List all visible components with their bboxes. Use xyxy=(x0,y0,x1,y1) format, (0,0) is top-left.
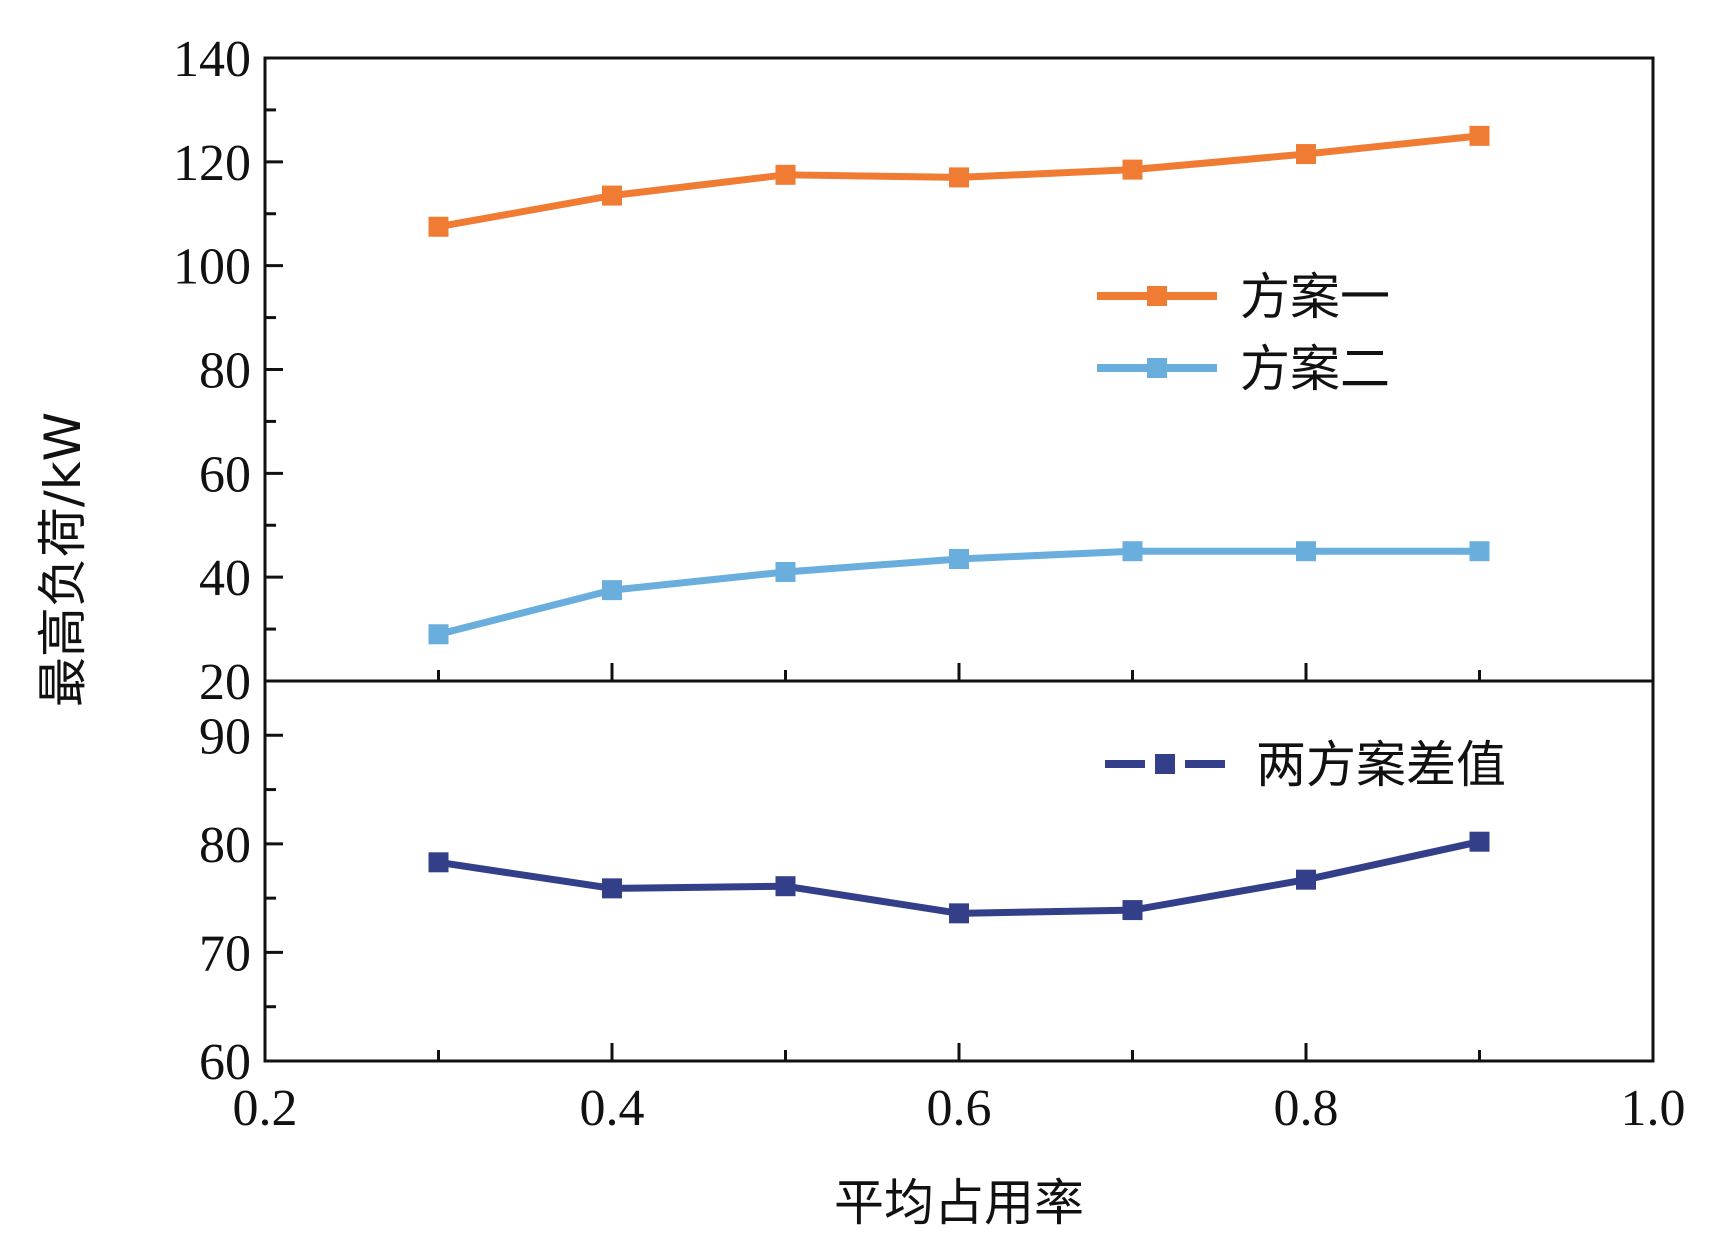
y-tick-label: 80 xyxy=(199,817,251,874)
data-point xyxy=(1122,900,1143,921)
x-tick-label: 0.8 xyxy=(1274,1080,1339,1137)
data-point xyxy=(1296,541,1316,562)
data-point xyxy=(949,548,969,569)
data-point xyxy=(949,903,969,924)
legend-marker xyxy=(1155,754,1175,774)
y-tick-label: 40 xyxy=(199,550,251,607)
x-tick-label: 0.2 xyxy=(233,1080,298,1137)
x-tick-label: 0.4 xyxy=(580,1080,645,1137)
data-point xyxy=(1469,831,1490,852)
series-方案二 xyxy=(428,541,1490,645)
data-point xyxy=(1469,125,1490,146)
y-tick-label: 80 xyxy=(199,343,251,400)
data-point xyxy=(775,164,796,185)
y-tick-label: 60 xyxy=(199,446,251,503)
y-tick-label: 90 xyxy=(199,708,251,765)
data-point xyxy=(1122,541,1143,562)
legend-item: 两方案差值 xyxy=(1105,736,1506,794)
axes-frame xyxy=(263,56,1655,1063)
legend-label: 两方案差值 xyxy=(1256,736,1506,794)
y-axis-label: 最高负荷/kW xyxy=(34,412,92,707)
legend-item: 方案一 xyxy=(1097,268,1390,326)
series-line xyxy=(437,838,1481,917)
data-point xyxy=(1122,159,1143,180)
data-point xyxy=(428,216,449,237)
y-tick-label: 70 xyxy=(199,925,251,982)
data-point xyxy=(1296,869,1316,890)
y-tick-label: 100 xyxy=(173,239,251,296)
y-tick-label: 20 xyxy=(199,654,251,711)
data-point xyxy=(602,580,622,601)
series-方案一 xyxy=(428,125,1490,237)
data-point xyxy=(428,624,449,645)
data-point xyxy=(775,876,796,897)
legend-marker xyxy=(1147,286,1167,306)
series-layer xyxy=(428,125,1490,924)
data-point xyxy=(1469,541,1490,562)
labels-layer: 0.2 0.4 0.6 0.8 1.0 20 40 60 80 100 120 140 60 70 80 90 xyxy=(173,31,1686,1137)
data-point xyxy=(775,561,796,582)
y-tick-label: 140 xyxy=(173,31,251,88)
data-point xyxy=(428,852,449,873)
x-tick-label: 0.6 xyxy=(927,1080,992,1137)
data-point xyxy=(602,185,622,206)
y-tick-label: 60 xyxy=(199,1034,251,1091)
y-tick-label: 120 xyxy=(173,135,251,192)
data-point xyxy=(949,167,969,188)
x-axis-label: 平均占用率 xyxy=(834,1174,1084,1232)
legend-label: 方案二 xyxy=(1240,340,1390,398)
data-point xyxy=(602,878,622,899)
legend-item: 方案二 xyxy=(1097,340,1390,398)
series-两方案差值 xyxy=(428,831,1490,924)
data-point xyxy=(1296,144,1316,165)
legend-label: 方案一 xyxy=(1240,268,1390,326)
x-tick-label: 1.0 xyxy=(1621,1080,1686,1137)
legend-marker xyxy=(1147,358,1167,378)
